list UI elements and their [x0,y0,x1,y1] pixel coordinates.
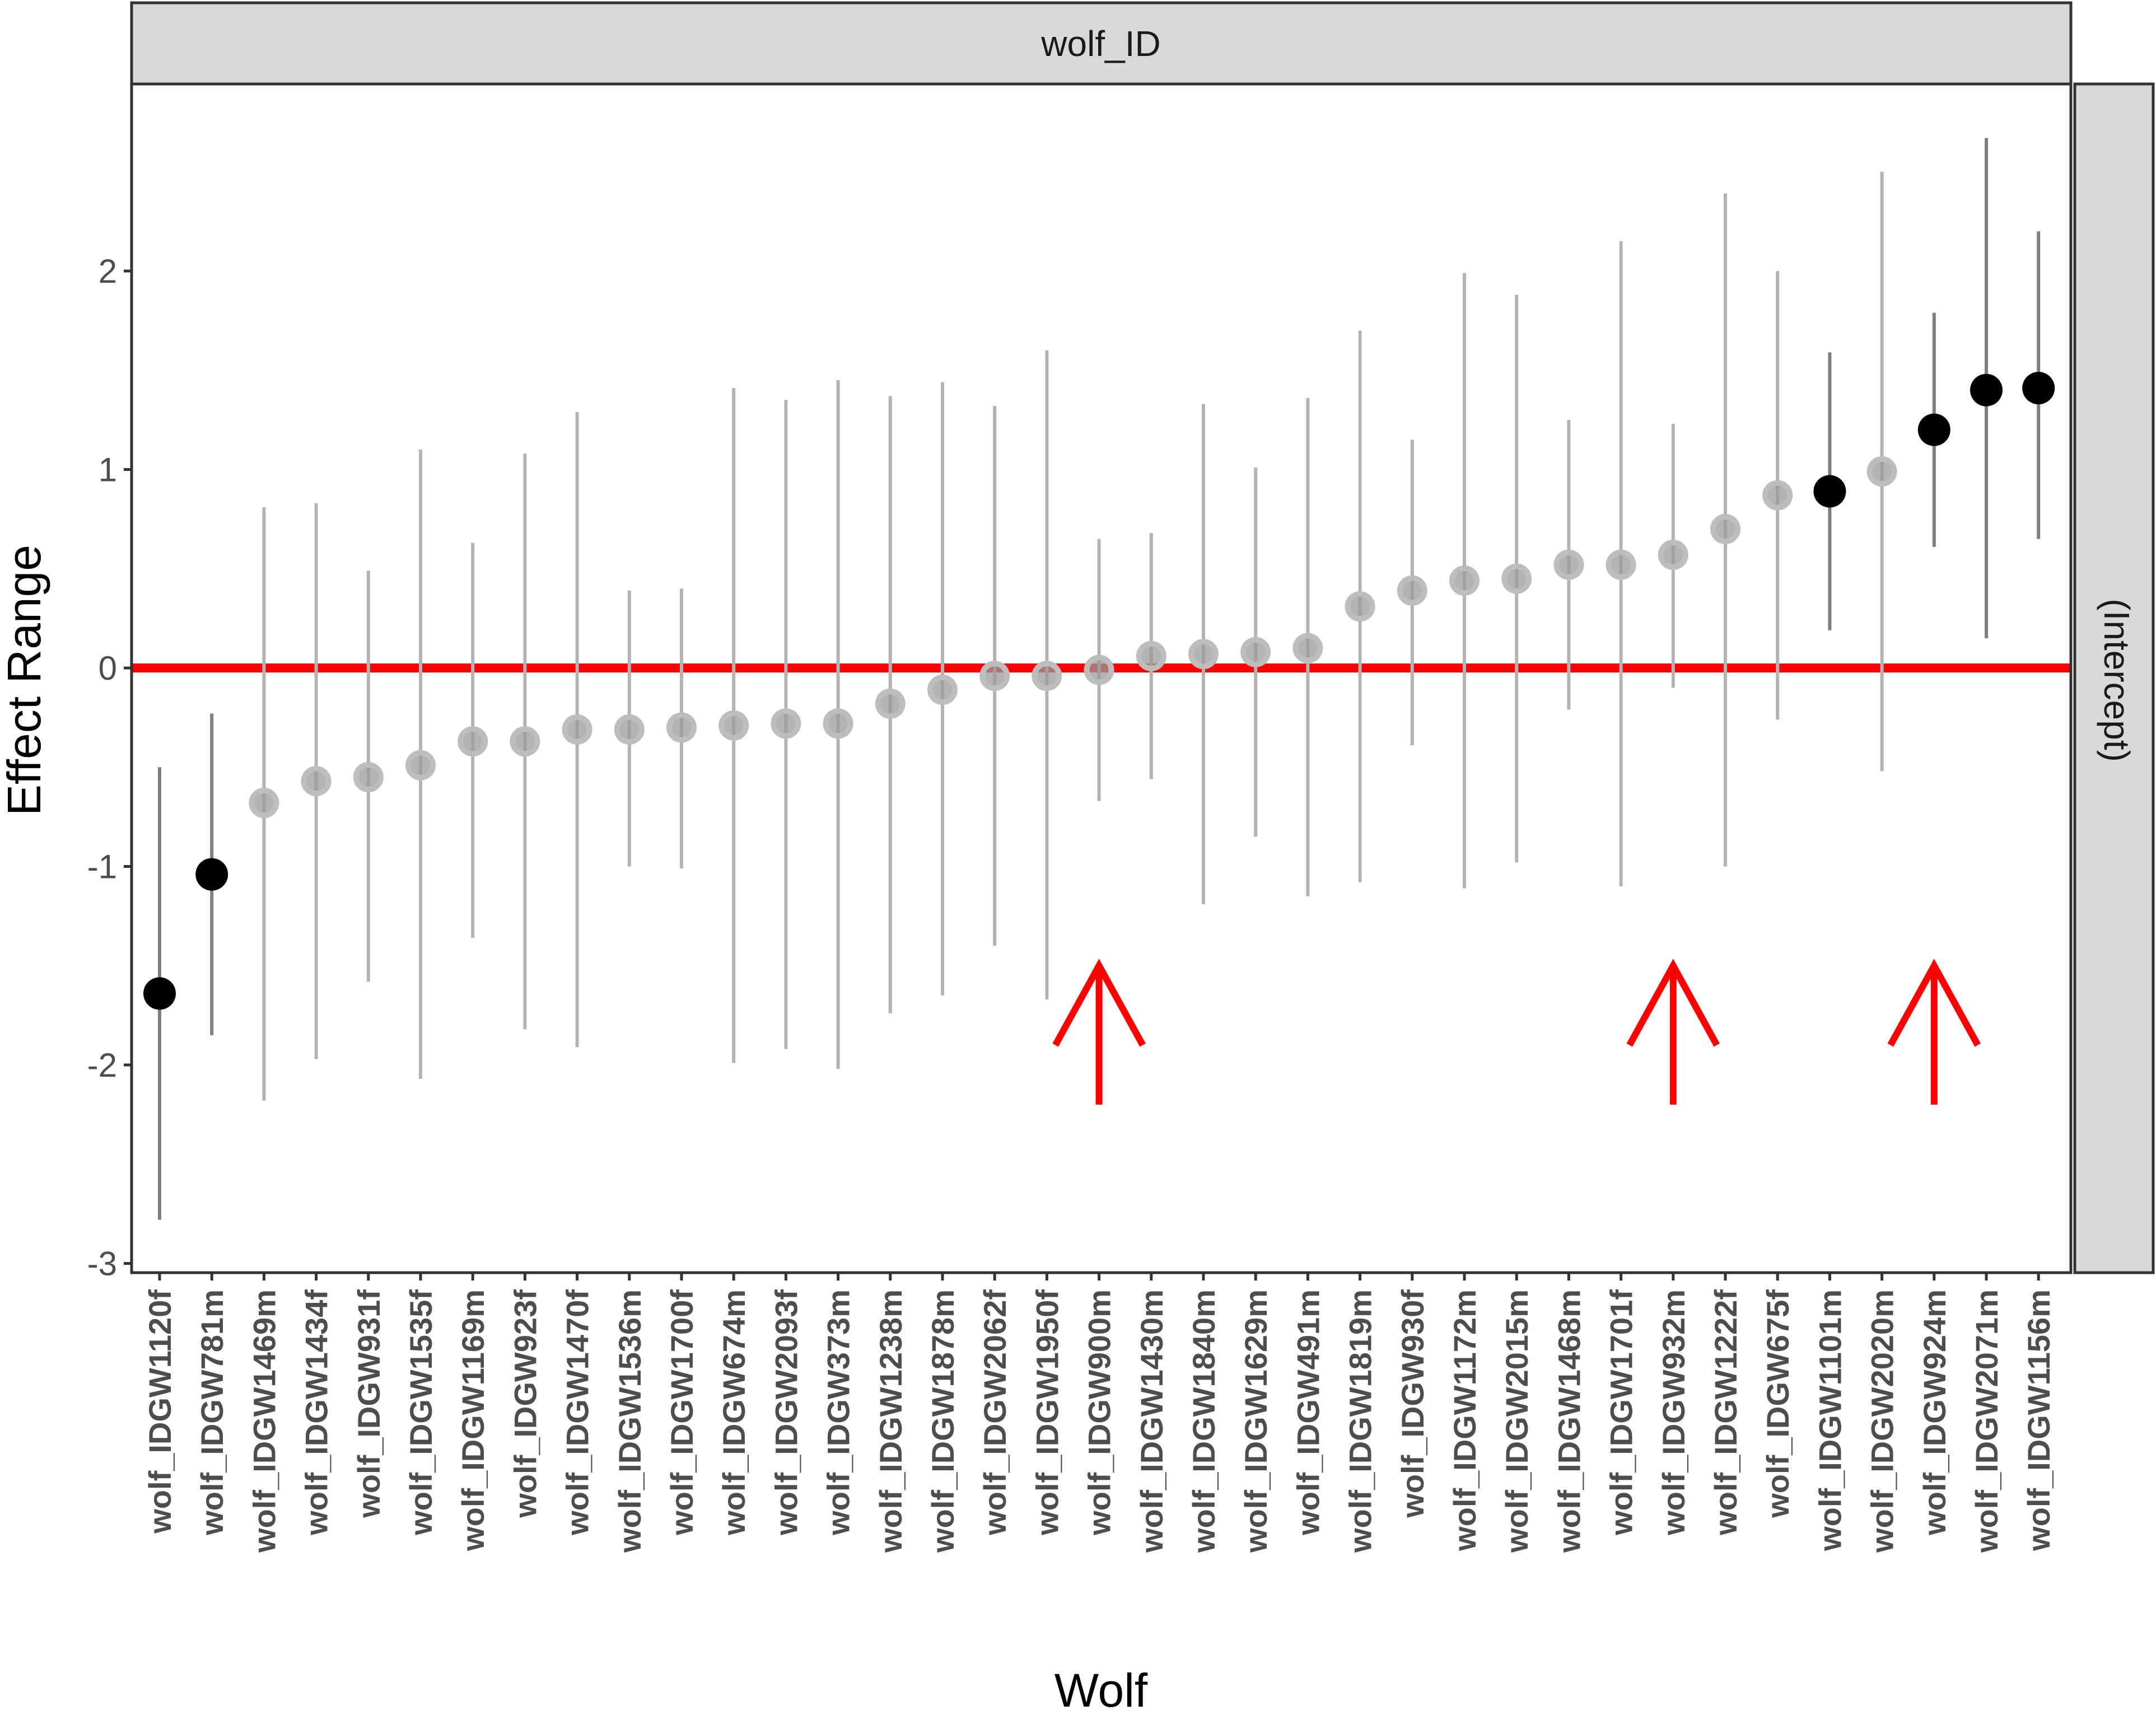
point-nonsignificant [1188,639,1219,670]
facet-strip-top-label: wolf_ID [1040,24,1160,64]
x-tick-label: wolf_IDGW1468m [1551,1289,1586,1553]
facet-strip-right [2073,82,2155,1274]
point-nonsignificant [666,712,697,743]
point-nonsignificant [1606,549,1636,580]
arrow-group [1052,959,1981,1105]
x-tick-label: wolf_IDGW2062f [977,1289,1012,1536]
x-tick-label: wolf_IDGW491m [1290,1289,1326,1536]
point-nonsignificant [1553,549,1584,580]
point-nonsignificant [927,674,958,705]
point-nonsignificant [249,788,279,819]
x-tick-label: wolf_IDGW1120f [142,1289,178,1534]
arrow-annotation [1887,959,1981,1105]
y-tick-label: -3 [87,1245,117,1283]
x-tick-label: wolf_IDGW1629m [1238,1289,1273,1553]
x-tick-label: wolf_IDGW2093f [768,1289,804,1536]
point-nonsignificant [1866,456,1897,487]
point-nonsignificant [875,688,906,719]
point-nonsignificant [1345,591,1375,622]
point-significant [1970,373,2003,406]
point-significant [1917,413,1950,446]
x-tick-label: wolf_IDGW373m [821,1289,856,1536]
x-tick-label: wolf_IDGW1430m [1134,1289,1169,1553]
facet-strip-top [130,1,2073,86]
arrow-head [1052,959,1146,1047]
point-nonsignificant [1084,655,1114,685]
x-tick-label: wolf_IDGW930f [1395,1289,1430,1518]
x-tick-label: wolf_IDGW1156m [2021,1289,2056,1552]
point-nonsignificant [405,750,436,781]
point-significant [195,858,228,891]
x-tick-label: wolf_IDGW781m [194,1289,230,1536]
x-tick-label: wolf_IDGW1238m [873,1289,908,1553]
x-tick-label: wolf_IDGW2071m [1969,1289,2004,1553]
interval-group [158,138,2041,1220]
point-nonsignificant [1501,563,1532,594]
x-tick-label: wolf_IDGW1172m [1447,1289,1482,1552]
point-nonsignificant [1136,641,1166,671]
point-nonsignificant [1397,575,1427,606]
point-nonsignificant [353,761,384,792]
y-tick-label: -1 [87,848,117,886]
point-nonsignificant [1292,633,1323,663]
point-nonsignificant [771,708,801,739]
point-nonsignificant [510,726,540,757]
x-tick-label: wolf_IDGW674m [716,1289,752,1536]
arrow-annotation [1626,959,1720,1105]
x-tick-label: wolf_IDGW900m [1082,1289,1117,1536]
point-significant [1813,475,1846,508]
x-tick-label: wolf_IDGW1469m [246,1289,282,1553]
y-axis: 2 1 0 -1 -2 -3 [87,253,132,1283]
point-nonsignificant [1762,480,1793,511]
arrow-head [1887,959,1981,1047]
point-nonsignificant [301,766,332,797]
x-tick-label: wolf_IDGW675f [1760,1289,1795,1518]
point-nonsignificant [1449,566,1480,596]
x-tick-label: wolf_IDGW1169m [455,1289,491,1552]
y-tick-label: 2 [99,253,117,290]
x-tick-label: wolf_IDGW2020m [1865,1289,1900,1553]
arrow-annotation [1052,959,1146,1105]
x-tick-label: wolf_IDGW924m [1917,1289,1952,1536]
point-nonsignificant [718,710,749,741]
x-axis: wolf_IDGW1120f wolf_IDGW781m wolf_IDGW1469… [142,1273,2056,1553]
facet-strip-right-label: (Intercept) [2097,599,2137,762]
plot-panel-border [130,82,2073,1274]
y-tick-label: -2 [87,1046,117,1084]
point-nonsignificant [1710,513,1740,544]
y-tick-label: 1 [99,451,117,489]
x-tick-label: wolf_IDGW1950f [1029,1289,1065,1536]
x-tick-label: wolf_IDGW932m [1656,1289,1691,1536]
y-axis-title: Effect Range [0,545,50,816]
point-nonsignificant [979,661,1010,691]
y-tick-label: 0 [99,649,117,687]
point-nonsignificant [1658,539,1688,570]
x-tick-label: wolf_IDGW1222f [1708,1289,1743,1536]
x-tick-label: wolf_IDGW1700f [664,1289,699,1536]
point-nonsignificant [458,726,488,757]
x-tick-label: wolf_IDGW923f [507,1289,543,1518]
x-tick-label: wolf_IDGW1434f [299,1289,334,1536]
point-group [143,372,2055,1010]
x-tick-label: wolf_IDGW1819m [1343,1289,1378,1553]
point-nonsignificant [1032,661,1062,691]
arrow-head [1626,959,1720,1047]
point-nonsignificant [614,714,645,745]
x-tick-label: wolf_IDGW1535f [403,1289,438,1536]
x-tick-label: wolf_IDGW1878m [925,1289,960,1553]
point-significant [143,977,176,1010]
x-tick-label: wolf_IDGW1701f [1604,1289,1639,1536]
point-nonsignificant [1240,637,1271,667]
x-tick-label: wolf_IDGW1470f [560,1289,595,1536]
x-tick-label: wolf_IDGW1536m [612,1289,647,1553]
point-significant [2022,372,2055,405]
x-tick-label: wolf_IDGW2015m [1499,1289,1534,1553]
point-nonsignificant [562,714,592,745]
x-tick-label: wolf_IDGW1840m [1186,1289,1221,1553]
x-axis-title: Wolf [1054,1664,1148,1715]
x-tick-label: wolf_IDGW931f [351,1289,386,1518]
point-nonsignificant [823,708,853,739]
x-tick-label: wolf_IDGW1101m [1812,1289,1847,1552]
